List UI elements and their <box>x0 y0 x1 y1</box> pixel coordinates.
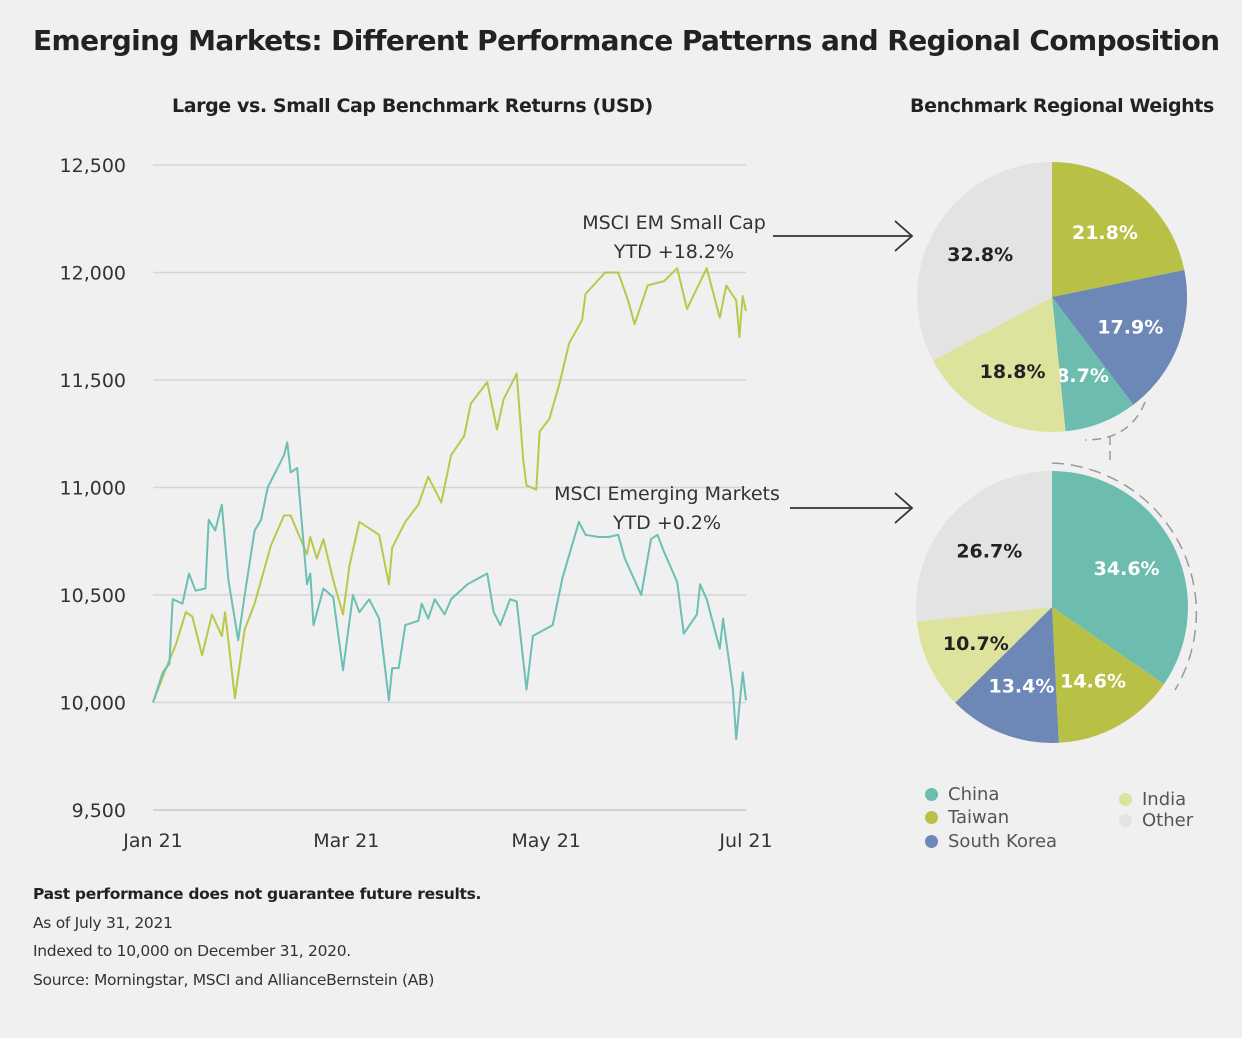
pie-slice-label: 13.4% <box>988 676 1054 698</box>
footer-source: Source: Morningstar, MSCI and AllianceBe… <box>33 971 435 989</box>
pie-slice-china <box>1052 297 1134 432</box>
y-tick-label: 9,500 <box>72 800 126 822</box>
line-chart-title: Large vs. Small Cap Benchmark Returns (U… <box>172 95 653 117</box>
pie-slice-india <box>932 297 1066 432</box>
connector-dashed-arc <box>1084 401 1146 441</box>
x-tick-label: Jan 21 <box>122 830 183 852</box>
series-annotation-ytd: YTD +0.2% <box>612 512 721 534</box>
pie-slice-label: 26.7% <box>956 541 1022 563</box>
y-tick-label: 10,500 <box>60 585 126 607</box>
legend-item-other: Other <box>1119 810 1193 831</box>
pie-slice-taiwan <box>1052 607 1164 743</box>
arrow-head-icon <box>894 492 914 524</box>
legend-swatch-taiwan <box>925 811 938 824</box>
footer-as-of: As of July 31, 2021 <box>33 914 173 932</box>
footer-indexed: Indexed to 10,000 on December 31, 2020. <box>33 942 351 960</box>
legend-item-taiwan: Taiwan <box>925 807 1009 828</box>
connector-dashed-arc <box>1051 462 1198 691</box>
y-tick-label: 11,500 <box>60 370 126 392</box>
series-annotation-name: MSCI EM Small Cap <box>582 212 766 234</box>
pie-slice-label: 17.9% <box>1097 317 1163 339</box>
series-line-small-cap <box>152 267 747 703</box>
legend-swatch-india <box>1119 793 1132 806</box>
pie-slice-label: 34.6% <box>1094 558 1160 580</box>
pie-slice-south-korea <box>1052 270 1188 405</box>
footer-disclaimer: Past performance does not guarantee futu… <box>33 885 482 903</box>
legend-label: China <box>948 784 1000 805</box>
legend-label: India <box>1142 789 1187 810</box>
pie-slice-label: 21.8% <box>1072 222 1138 244</box>
y-tick-label: 11,000 <box>60 478 126 500</box>
chart-title: Emerging Markets: Different Performance … <box>33 24 1220 57</box>
legend-item-china: China <box>925 784 999 805</box>
y-tick-label: 12,500 <box>60 155 126 177</box>
legend-swatch-other <box>1119 814 1132 827</box>
pie-slice-other <box>916 471 1052 622</box>
pie-slice-label: 32.8% <box>947 244 1013 266</box>
pie-slice-south-korea <box>955 607 1059 743</box>
arrow-head-icon <box>894 220 914 252</box>
pie-slice-label: 10.7% <box>943 633 1009 655</box>
pie-slice-india <box>916 607 1052 703</box>
x-tick-label: Mar 21 <box>313 830 379 852</box>
x-tick-label: May 21 <box>511 830 581 852</box>
pie-slice-label: 14.6% <box>1060 671 1126 693</box>
legend-item-south-korea: South Korea <box>925 831 1057 852</box>
legend-label: South Korea <box>948 831 1058 852</box>
pie-slice-taiwan <box>1052 162 1185 297</box>
legend-swatch-china <box>925 788 938 801</box>
pie-chart-title: Benchmark Regional Weights <box>910 95 1214 117</box>
pie-slice-other <box>917 162 1052 361</box>
series-annotation-name: MSCI Emerging Markets <box>554 483 780 505</box>
pie-slice-label: 8.7% <box>1056 365 1109 387</box>
y-tick-label: 10,000 <box>60 693 126 715</box>
legend-swatch-south-korea <box>925 835 938 848</box>
x-tick-label: Jul 21 <box>718 830 772 852</box>
legend-label: Taiwan <box>948 807 1010 828</box>
pie-slice-label: 18.8% <box>980 361 1046 383</box>
legend-item-india: India <box>1119 789 1186 810</box>
series-annotation-ytd: YTD +18.2% <box>613 241 734 263</box>
y-tick-label: 12,000 <box>60 263 126 285</box>
legend-label: Other <box>1142 810 1194 831</box>
series-line-emerging-markets <box>152 441 747 740</box>
pie-slice-china <box>1052 471 1188 685</box>
